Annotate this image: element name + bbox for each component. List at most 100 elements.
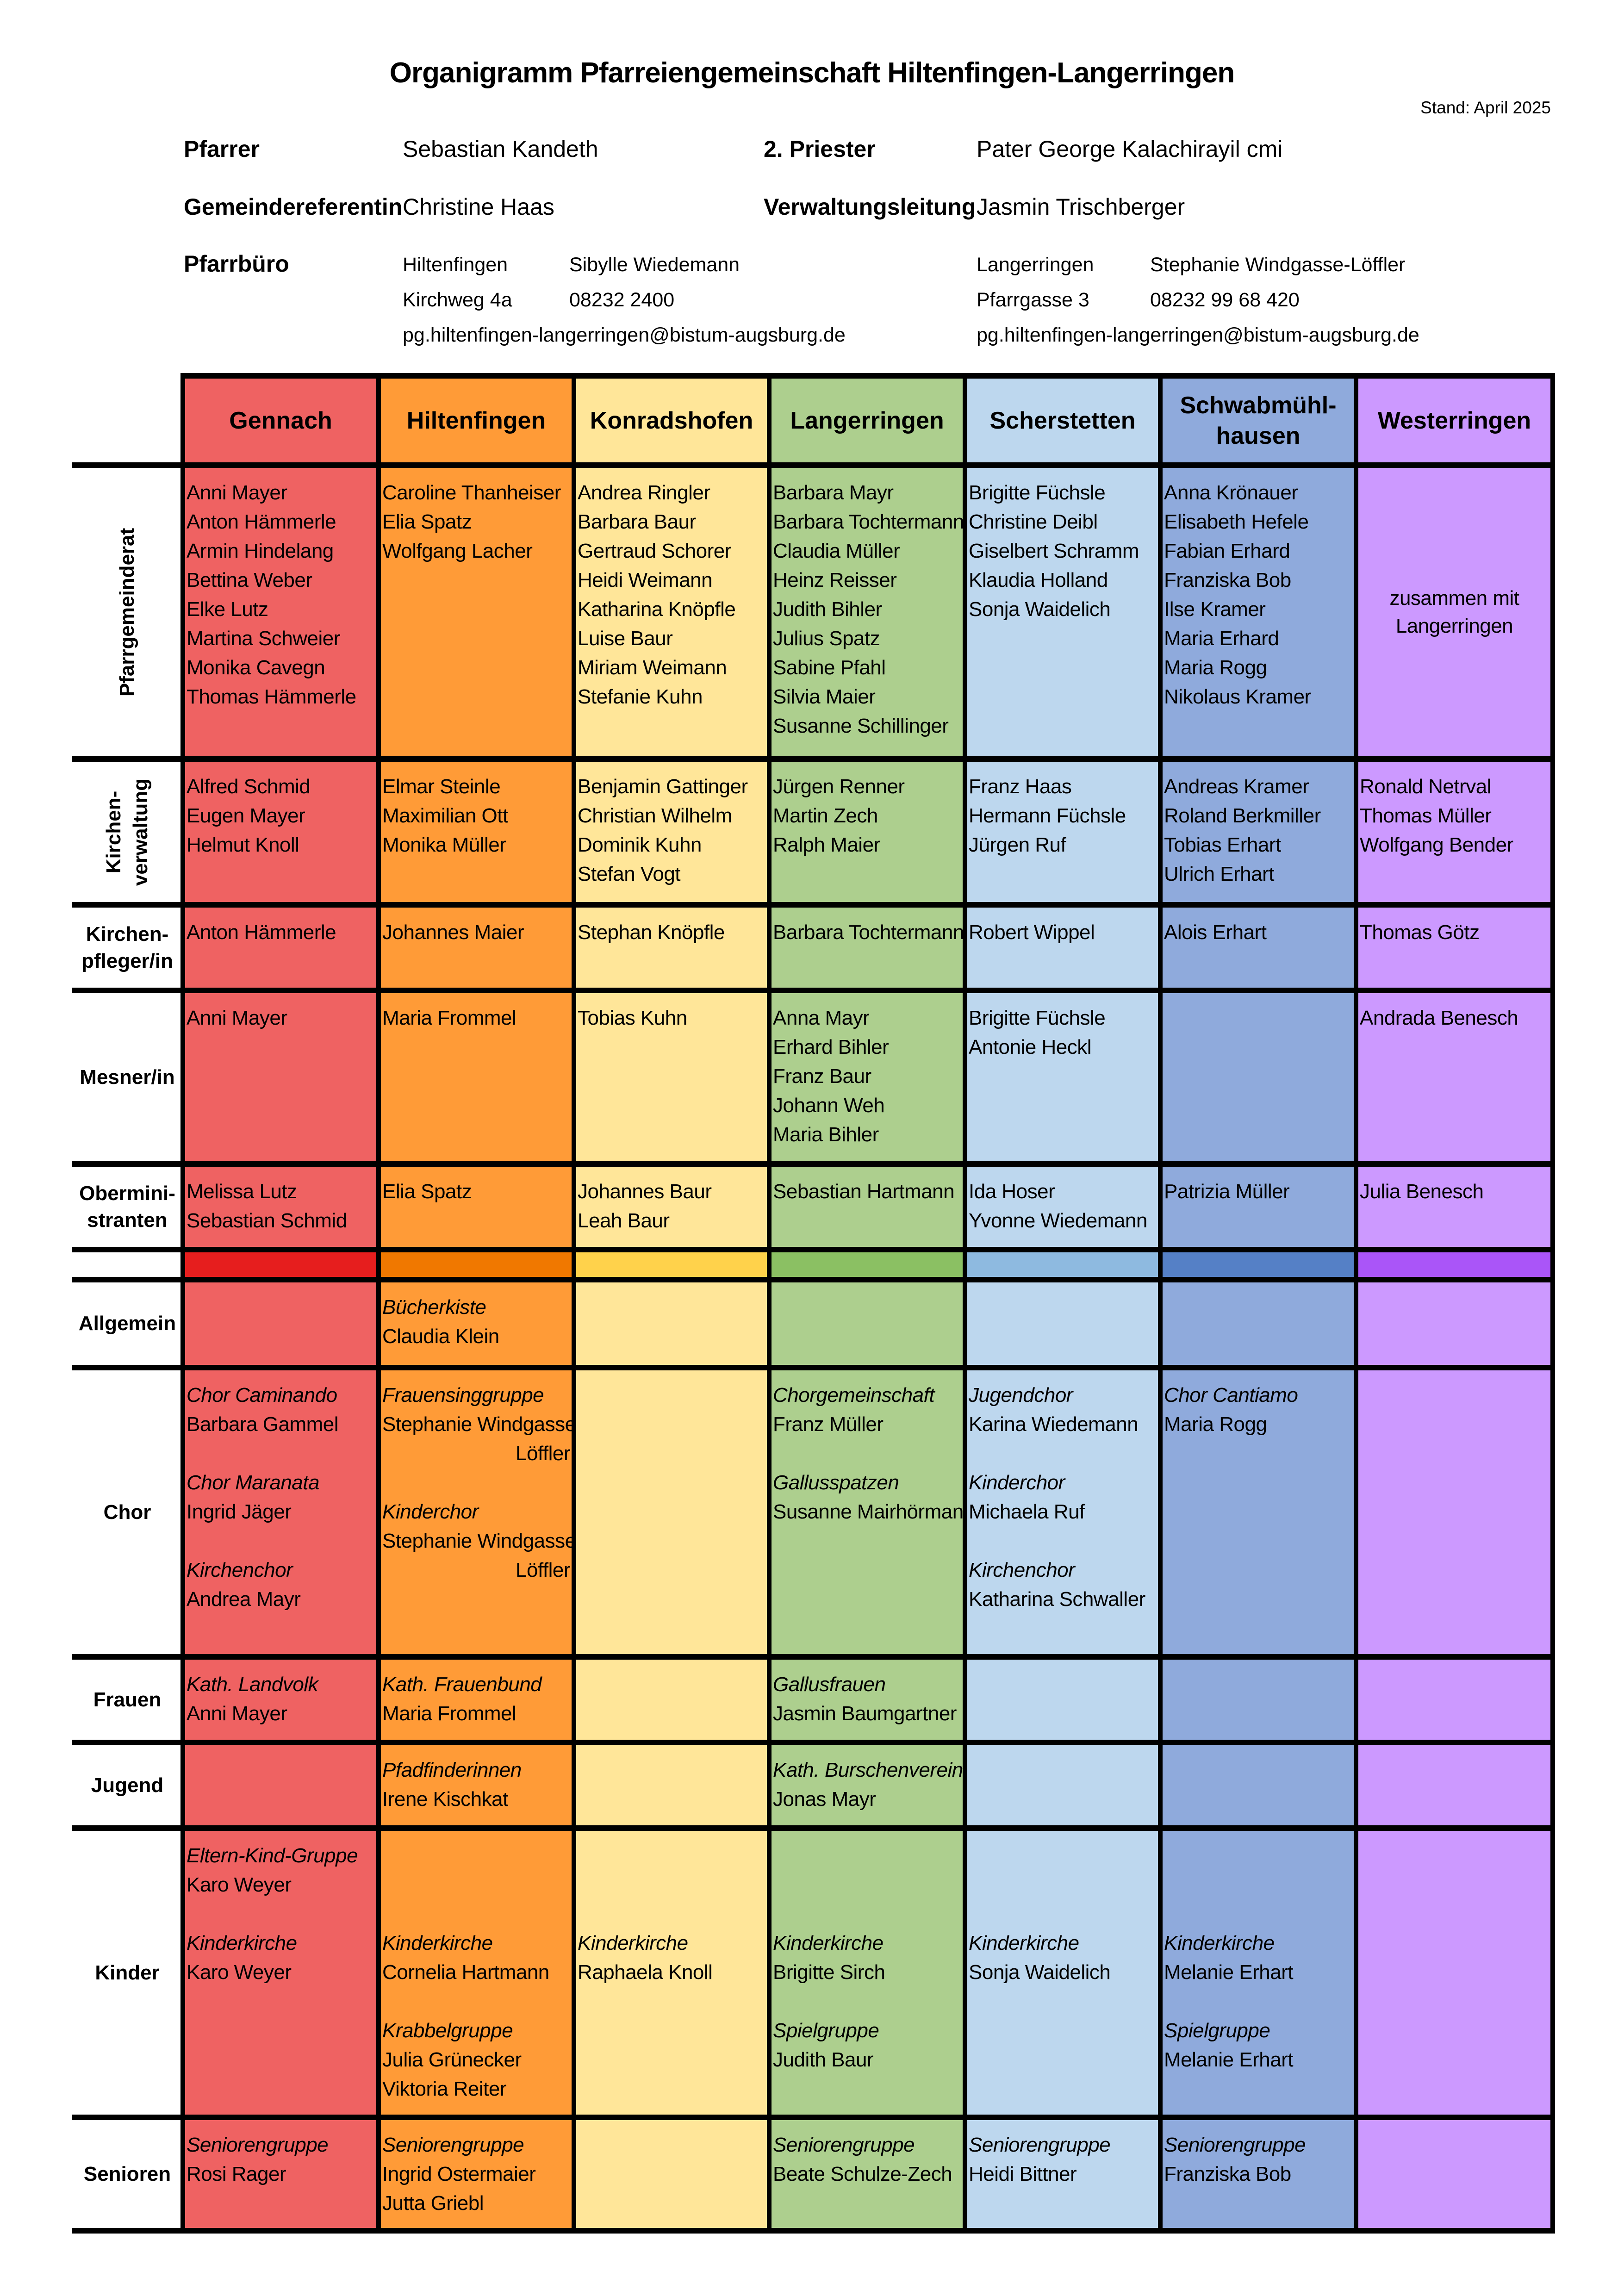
gemeindereferentin-label: Gemeindereferentin (184, 194, 403, 220)
column-header-scherstetten: Scherstetten (965, 376, 1160, 465)
person-name: Melissa Lutz (187, 1180, 297, 1203)
person-name: Ilse Kramer (1164, 598, 1266, 621)
row-label-text: Kirchen-pfleger/in (81, 922, 174, 972)
grid-line-vertical (1354, 373, 1358, 2234)
table-cell (1160, 1280, 1356, 1368)
person-name: Stephanie Windgasse- (382, 1413, 574, 1436)
color-strip-3 (769, 1250, 965, 1280)
person-name: Gertraud Schorer (578, 540, 731, 562)
pfarrbuero-label: Pfarrbüro (184, 251, 289, 277)
group-name: Kinderchor (382, 1500, 479, 1523)
person-name: Benjamin Gattinger (578, 775, 748, 798)
person-name: Maria Bihler (773, 1123, 879, 1146)
person-name: Wolfgang Bender (1360, 834, 1513, 856)
table-cell: Seniorengruppe Ingrid Ostermaier Jutta Gri… (379, 2117, 574, 2231)
grid-line-vertical (572, 373, 576, 2234)
person-name: Monika Müller (382, 834, 506, 856)
verwaltungsleitung-label: Verwaltungsleitung (764, 194, 976, 220)
person-name: Elia Spatz (382, 1180, 472, 1203)
person-name: Jürgen Ruf (969, 834, 1066, 856)
grid-line-vertical (767, 373, 772, 2234)
row-label-text: Mesner/in (80, 1065, 175, 1089)
table-cell: Melissa Lutz Sebastian Schmid (183, 1164, 379, 1250)
group-name: Spielgruppe (773, 2019, 879, 2042)
person-name: Klaudia Holland (969, 569, 1108, 591)
person-name: Anna Krönauer (1164, 481, 1298, 504)
person-name: Anni Mayer (187, 1007, 287, 1029)
table-cell: Maria Frommel (379, 990, 574, 1164)
person-name: Barbara Baur (578, 510, 696, 533)
person-name: Miriam Weimann (578, 656, 727, 679)
group-name: Kath. Frauenbund (382, 1673, 542, 1696)
person-name: Andrea Mayr (187, 1588, 301, 1611)
person-name: Andrea Ringler (578, 481, 710, 504)
person-name: Karo Weyer (187, 1961, 292, 1984)
grid-line-horizontal (72, 1365, 1555, 1370)
person-name: Maria Rogg (1164, 656, 1267, 679)
person-name: Martin Zech (773, 804, 878, 827)
table-cell: Kath. Burschenverein Jonas Mayr (769, 1742, 965, 1828)
group-name: Chor Maranata (187, 1471, 319, 1494)
row-label: Mesner/in (72, 990, 183, 1164)
office-email[interactable]: pg.hiltenfingen-langerringen@bistum-augs… (977, 324, 1419, 346)
group-name: Kinderkirche (382, 1932, 493, 1954)
group-name: Kinderchor (969, 1471, 1065, 1494)
person-name: Elmar Steinle (382, 775, 501, 798)
group-name: Chor Caminando (187, 1384, 337, 1406)
group-name: Krabbelgruppe (382, 2019, 513, 2042)
person-name: Tobias Kuhn (578, 1007, 687, 1029)
person-name: Thomas Götz (1360, 921, 1480, 944)
group-name: Seniorengruppe (969, 2134, 1111, 2156)
table-cell: Elia Spatz (379, 1164, 574, 1250)
person-name: Claudia Müller (773, 540, 900, 562)
group-name: Seniorengruppe (382, 2134, 524, 2156)
person-name: Ingrid Ostermaier (382, 2163, 536, 2185)
person-name: Ulrich Erhart (1164, 863, 1275, 885)
person-name: Alois Erhart (1164, 921, 1267, 944)
priester2-label: 2. Priester (764, 136, 876, 162)
table-cell: Alois Erhart (1160, 905, 1356, 990)
person-name: Stephan Knöpfle (578, 921, 725, 944)
office-email[interactable]: pg.hiltenfingen-langerringen@bistum-augs… (403, 324, 846, 346)
table-cell: Stephan Knöpfle (574, 905, 769, 990)
person-name: Barbara Mayr (773, 481, 894, 504)
grid-line-horizontal (72, 1825, 1555, 1831)
person-name: Thomas Hämmerle (187, 685, 356, 708)
person-name: Melanie Erhart (1164, 2048, 1294, 2071)
group-name: Jugendchor (969, 1384, 1073, 1406)
group-name: Gallusfrauen (773, 1673, 886, 1696)
table-cell (1160, 990, 1356, 1164)
person-name: Elia Spatz (382, 510, 472, 533)
person-name: Julia Benesch (1360, 1180, 1484, 1203)
page-title: Organigramm Pfarreiengemeinschaft Hilten… (389, 57, 1235, 89)
person-name: Martina Schweier (187, 627, 340, 650)
grid-line-horizontal (72, 1740, 1555, 1745)
table-cell: Seniorengruppe Heidi Bittner (965, 2117, 1160, 2231)
row-label: Pfarrgemeinderat (72, 465, 183, 759)
person-name: Barbara Tochtermann (773, 510, 964, 533)
grid-line-horizontal (72, 756, 1555, 762)
table-cell: Anni Mayer Anton Hämmerle Armin Hindelang B… (183, 465, 379, 759)
table-cell: Johannes Maier (379, 905, 574, 990)
person-name: Katharina Schwaller (969, 1588, 1145, 1611)
table-cell (1356, 1657, 1553, 1742)
table-cell: Anton Hämmerle (183, 905, 379, 990)
person-name: Helmut Knoll (187, 834, 299, 856)
table-cell (965, 1280, 1160, 1368)
table-cell: Barbara Mayr Barbara Tochtermann Claudia M… (769, 465, 965, 759)
grid-line-horizontal (72, 1247, 1555, 1252)
table-cell (1160, 1742, 1356, 1828)
person-name: Maria Rogg (1164, 1413, 1267, 1436)
person-name: Franz Müller (773, 1413, 884, 1436)
person-name: Eugen Mayer (187, 804, 305, 827)
table-cell: Tobias Kuhn (574, 990, 769, 1164)
office-person: Stephanie Windgasse-Löffler (1150, 254, 1406, 276)
column-header-westerringen: Westerringen (1356, 376, 1553, 465)
table-cell: Franz Haas Hermann Füchsle Jürgen Ruf (965, 759, 1160, 905)
person-name: Armin Hindelang (187, 540, 334, 562)
person-name: Hermann Füchsle (969, 804, 1126, 827)
group-name: Eltern-Kind-Gruppe (187, 1844, 358, 1867)
table-cell (769, 1280, 965, 1368)
person-name: Ida Hoser (969, 1180, 1055, 1203)
row-label: Jugend (72, 1742, 183, 1828)
